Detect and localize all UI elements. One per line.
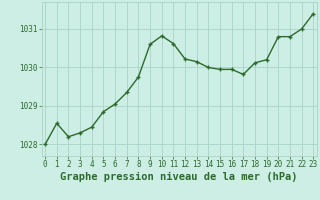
X-axis label: Graphe pression niveau de la mer (hPa): Graphe pression niveau de la mer (hPa) bbox=[60, 172, 298, 182]
